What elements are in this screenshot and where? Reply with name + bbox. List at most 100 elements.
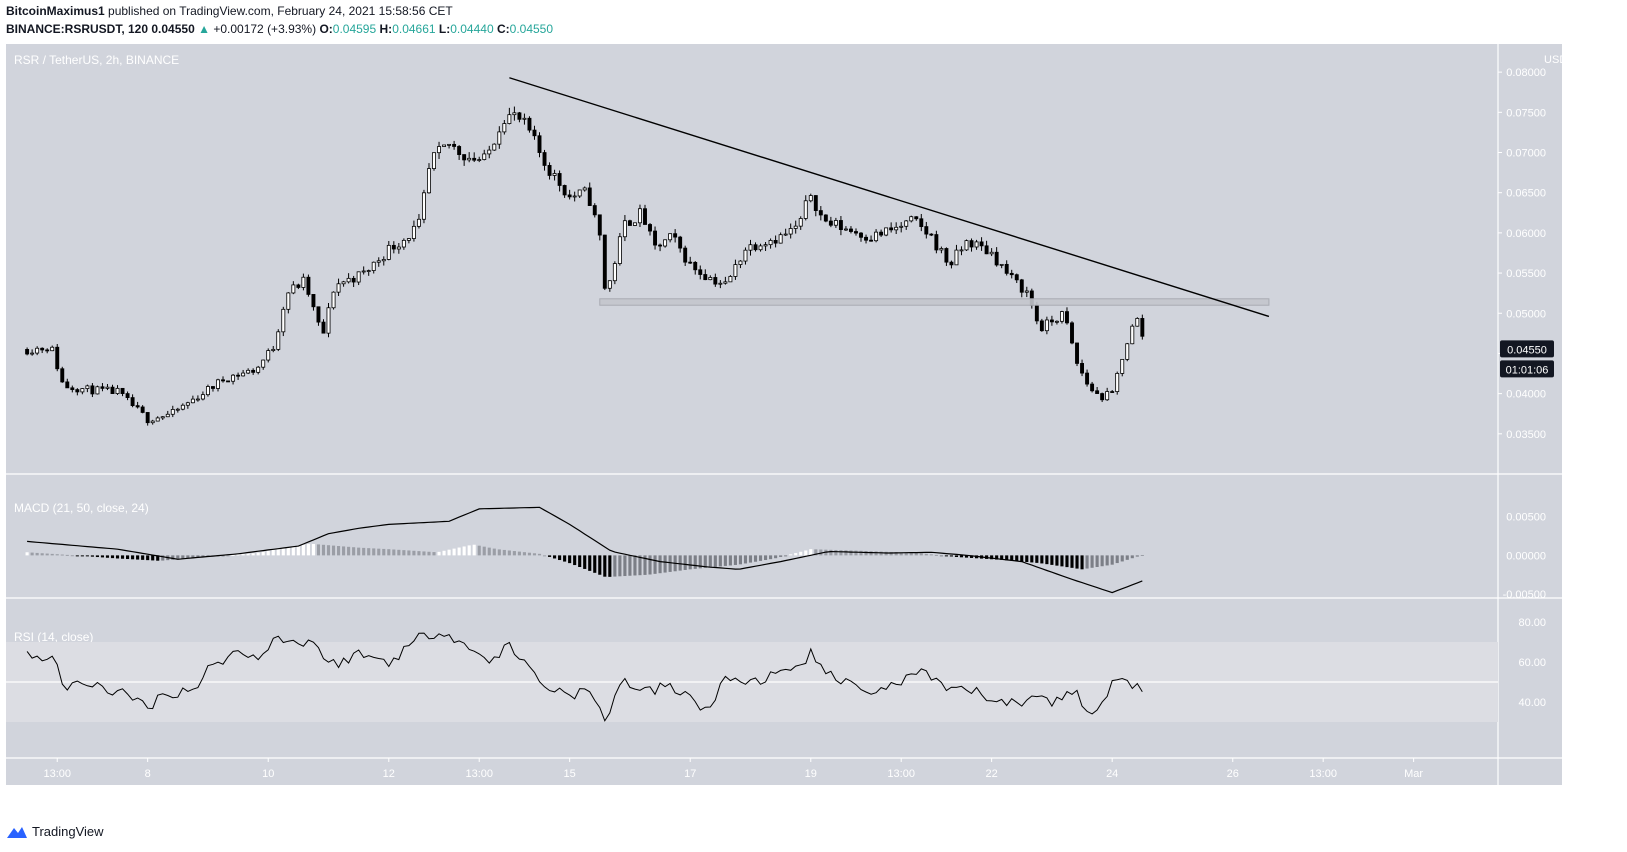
macd-histogram-bar <box>367 548 371 556</box>
candle-up <box>266 350 271 361</box>
macd-histogram-bar <box>1060 555 1064 567</box>
candle-down <box>316 306 321 323</box>
macd-histogram-bar <box>50 553 54 556</box>
macd-histogram-bar <box>648 555 652 575</box>
macd-histogram-bar <box>462 546 466 556</box>
author-name[interactable]: BitcoinMaximus1 <box>6 4 105 18</box>
macd-histogram-bar <box>1020 555 1024 562</box>
macd-histogram-bar <box>1070 555 1074 568</box>
macd-tick-label: 0.00500 <box>1506 512 1546 524</box>
macd-histogram-bar <box>1065 555 1069 568</box>
candle-down <box>557 173 562 186</box>
macd-histogram-bar <box>904 552 908 556</box>
candle-up <box>612 263 617 282</box>
macd-histogram-bar <box>497 549 501 556</box>
candle-up <box>482 153 487 160</box>
time-tick-label: Mar <box>1404 768 1423 780</box>
macd-histogram-bar <box>738 555 743 565</box>
candle-up <box>793 225 798 229</box>
countdown-label: 01:01:06 <box>1506 364 1549 376</box>
time-axis[interactable]: 13:00 8 10 12 13:00 15 17 19 13:00 22 24 26 13:00 Mar <box>43 758 1423 780</box>
macd-pane[interactable]: MACD (21, 50, close, 24) <box>14 501 1144 594</box>
macd-histogram-bar <box>181 555 185 559</box>
tradingview-brand[interactable]: TradingView <box>6 824 104 839</box>
candle-down <box>678 236 683 249</box>
candle-up <box>361 270 366 273</box>
macd-histogram-bar <box>472 544 476 556</box>
macd-histogram-bar <box>1005 555 1009 561</box>
candle-up <box>909 216 914 222</box>
candle-down <box>944 248 949 263</box>
candle-down <box>45 349 50 352</box>
close-label: C: <box>496 22 510 36</box>
candle-up <box>552 173 557 176</box>
candle-up <box>447 143 452 146</box>
macd-histogram-bar <box>251 553 255 556</box>
macd-histogram-bar <box>221 555 225 557</box>
macd-histogram-bar <box>683 555 687 570</box>
macd-histogram-bar <box>331 545 336 556</box>
macd-histogram-bar <box>1115 555 1119 564</box>
macd-histogram-bar <box>191 555 195 559</box>
candle-up <box>326 307 331 334</box>
open-label: O: <box>319 22 333 36</box>
macd-histogram-bar <box>161 555 165 561</box>
candle-down <box>1095 390 1100 394</box>
candle-down <box>597 214 602 236</box>
candle-up <box>376 260 381 263</box>
macd-histogram-bar <box>382 548 386 556</box>
candle-down <box>100 386 105 389</box>
candle-up <box>954 249 959 266</box>
macd-histogram-bar <box>352 547 356 556</box>
macd-histogram-bar <box>949 555 953 557</box>
macd-histogram-bar <box>1025 555 1029 563</box>
candle-up <box>442 144 447 147</box>
macd-histogram-bar <box>964 555 969 558</box>
candle-up <box>301 276 306 288</box>
rsi-pane[interactable]: RSI (14, close) <box>6 630 1498 722</box>
macd-histogram-bar <box>758 555 763 561</box>
open-value: 0.04595 <box>332 22 377 36</box>
candle-down <box>452 143 457 147</box>
last-price-label: 0.04550 <box>1507 344 1547 356</box>
candle-down <box>527 117 532 131</box>
price-tick-label: 0.07500 <box>1506 107 1546 119</box>
macd-histogram-bar <box>301 544 305 556</box>
macd-histogram-bar <box>261 551 265 556</box>
candle-up <box>180 404 185 410</box>
macd-histogram-bar <box>809 549 813 556</box>
candle-down <box>698 269 703 275</box>
macd-histogram-bar <box>603 555 607 577</box>
candle-down <box>1100 393 1105 401</box>
macd-histogram-bar <box>1010 555 1014 561</box>
price-axis[interactable]: USDT 0.08000 0.07500 0.07000 0.06500 0.06000… <box>1498 54 1574 709</box>
macd-histogram-bar <box>990 555 994 560</box>
macd-histogram-bar <box>296 545 300 556</box>
candle-down <box>587 187 592 206</box>
macd-histogram-bar <box>829 549 833 556</box>
macd-histogram-bar <box>171 555 175 560</box>
candle-up <box>165 413 170 418</box>
candle-down <box>25 349 30 355</box>
candle-up <box>808 195 813 202</box>
candle-up <box>371 261 376 271</box>
macd-histogram-bar <box>100 555 105 558</box>
macd-histogram-bar <box>397 549 401 556</box>
macd-histogram-bar <box>231 554 235 556</box>
macd-histogram-bar <box>1135 555 1139 557</box>
macd-histogram-bar <box>256 552 260 556</box>
candle-down <box>658 244 663 247</box>
macd-histogram-bar <box>588 555 592 571</box>
candle-down <box>643 208 647 225</box>
candle-down <box>296 284 301 288</box>
macd-histogram-bar <box>1030 555 1034 563</box>
candle-down <box>627 220 632 226</box>
macd-histogram-bar <box>854 550 858 556</box>
drawings[interactable] <box>509 77 1270 318</box>
price-tick-label: 0.08000 <box>1506 67 1546 79</box>
price-pane[interactable]: RSR / TetherUS, 2h, BINANCE <box>14 53 1270 426</box>
macd-series <box>25 506 1144 594</box>
candle-down <box>683 247 688 263</box>
candle-down <box>472 157 477 161</box>
